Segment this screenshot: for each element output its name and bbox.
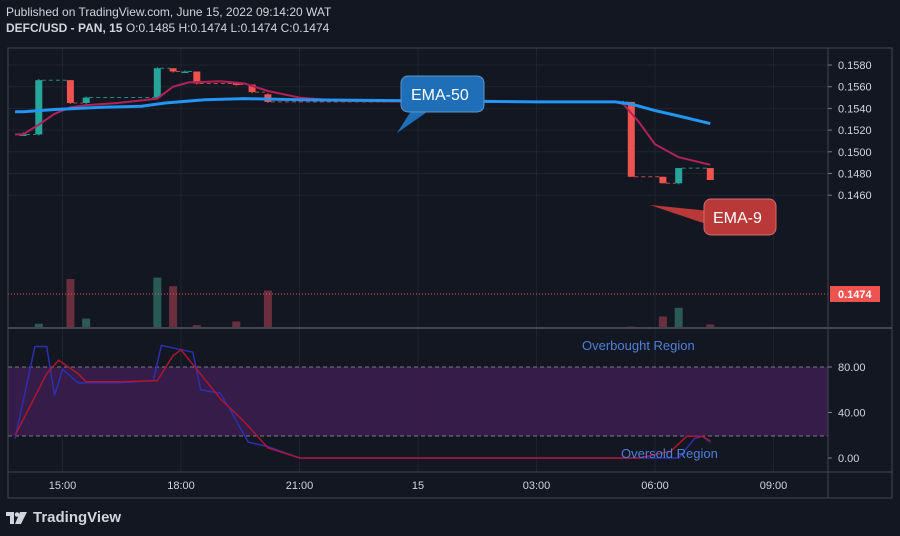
- candle-body: [181, 71, 189, 74]
- rsi-tick-label: 80.00: [838, 362, 866, 374]
- time-tick-label: 21:00: [286, 480, 314, 492]
- volume-bar: [82, 318, 91, 328]
- ema9-callout-label: EMA-9: [713, 210, 762, 227]
- candle-body: [248, 84, 256, 93]
- volume-bar: [232, 321, 241, 328]
- volume-bars: [34, 277, 715, 328]
- candle-body: [232, 83, 240, 85]
- volume-bar: [192, 325, 201, 328]
- time-tick-label: 15:00: [49, 480, 77, 492]
- chart-outer-frame: [7, 47, 893, 499]
- candle-body: [659, 176, 667, 184]
- time-tick-label: 09:00: [760, 480, 788, 492]
- rsi-tick-label: 40.00: [838, 408, 866, 420]
- volume-bar: [34, 323, 43, 328]
- price-tick-label: 0.1540: [838, 103, 872, 115]
- ema50-line: [15, 97, 711, 126]
- last-price-tag: 0.1474: [830, 286, 880, 302]
- volume-bar: [153, 277, 162, 328]
- price-tick-label: 0.1480: [838, 169, 872, 181]
- ema-lines: [15, 80, 711, 166]
- tradingview-logo[interactable]: TradingView: [6, 509, 121, 526]
- candle-body: [627, 101, 635, 177]
- rsi-lines: [14, 344, 711, 459]
- candle-body: [193, 71, 201, 84]
- symbol-info: DEFC/USD - PAN, 15 O:0.1485 H:0.1474 L:0…: [6, 21, 329, 35]
- rsi-tick-label: 0.00: [838, 453, 859, 465]
- dashed-level-lines: [26, 67, 708, 184]
- ohlc-values: O:0.1485 H:0.1474 L:0.1474 C:0.1474: [125, 21, 330, 35]
- candle-body: [82, 97, 90, 103]
- candlesticks: [19, 67, 714, 185]
- overbought-label: Overbought Region: [582, 338, 695, 353]
- volume-bar: [674, 307, 683, 328]
- volume-bar: [658, 316, 667, 328]
- rsi-band: [8, 367, 828, 436]
- tradingview-logo-icon: [6, 511, 27, 524]
- oversold-label: Oversold Region: [621, 446, 718, 461]
- time-tick-label: 15: [412, 480, 424, 492]
- candle-body: [153, 68, 161, 98]
- volume-bar: [169, 286, 178, 328]
- candle-body: [706, 168, 714, 181]
- candle-body: [35, 80, 43, 135]
- tradingview-logo-text: TradingView: [33, 509, 122, 526]
- price-tick-label: 0.1520: [838, 125, 872, 137]
- price-tick-label: 0.1500: [838, 147, 872, 159]
- published-info: Published on TradingView.com, June 15, 2…: [6, 5, 332, 19]
- rsi-axis: 80.00 40.00 0.00: [828, 362, 866, 465]
- price-tick-label: 0.1460: [838, 190, 872, 202]
- ema50-callout-label: EMA-50: [411, 87, 469, 104]
- volume-bar: [263, 290, 272, 328]
- price-tick-label: 0.1580: [838, 60, 872, 72]
- candle-body: [675, 168, 683, 184]
- candle-body: [66, 80, 74, 103]
- price-axis: 0.1580 0.1560 0.1540 0.1520 0.1500 0.1480 0.14…: [828, 60, 872, 202]
- time-tick-label: 03:00: [523, 480, 551, 492]
- time-tick-label: 18:00: [167, 480, 195, 492]
- rsi-line-slow: [14, 348, 711, 459]
- symbol-title: DEFC/USD - PAN, 15: [6, 21, 123, 35]
- time-axis: 15:00 18:00 21:00 15 03:00 06:00 09:00: [49, 480, 788, 492]
- candle-body: [169, 68, 177, 72]
- ema50-callout: EMA-50: [397, 75, 485, 133]
- last-price-label: 0.1474: [838, 289, 873, 301]
- ema9-callout: EMA-9: [650, 198, 777, 236]
- time-tick-label: 06:00: [641, 480, 669, 492]
- price-tick-label: 0.1560: [838, 82, 872, 94]
- volume-bar: [706, 324, 715, 328]
- volume-bar: [66, 279, 75, 328]
